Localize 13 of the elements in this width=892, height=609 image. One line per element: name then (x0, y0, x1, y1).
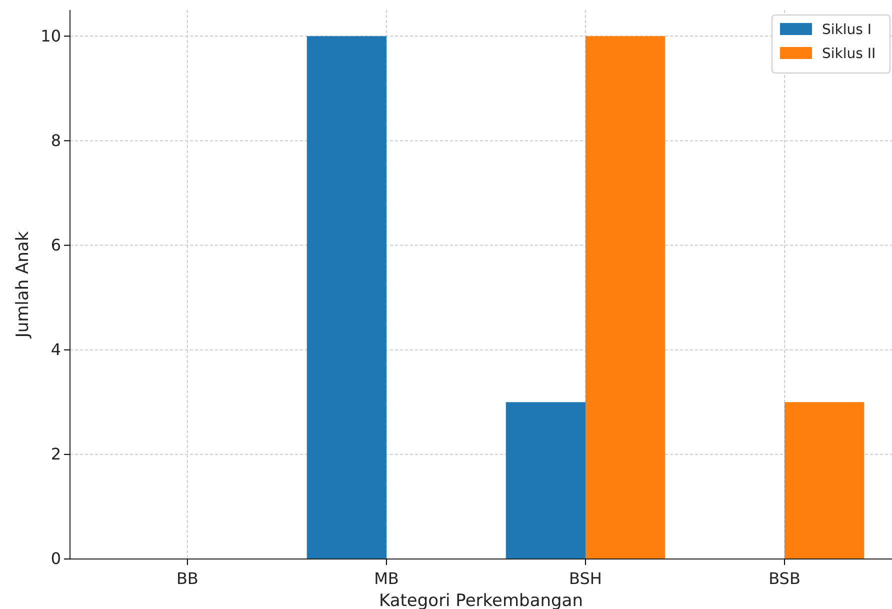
y-axis-title: Jumlah Anak (13, 231, 33, 339)
x-tick-label: MB (374, 569, 399, 588)
y-tick-label: 8 (50, 130, 61, 150)
y-tick-label: 6 (50, 235, 61, 254)
y-tick-label: 0 (50, 549, 61, 568)
x-tick-label: BSB (768, 569, 800, 588)
x-tick-label: BB (176, 569, 198, 588)
x-tick-label: BSH (569, 569, 602, 588)
y-tick-label: 10 (40, 26, 61, 46)
y-tick-label: 4 (50, 340, 61, 359)
y-tick-label: 2 (50, 444, 61, 464)
legend-label: Siklus I (822, 22, 872, 38)
legend-label: Siklus II (822, 46, 876, 62)
